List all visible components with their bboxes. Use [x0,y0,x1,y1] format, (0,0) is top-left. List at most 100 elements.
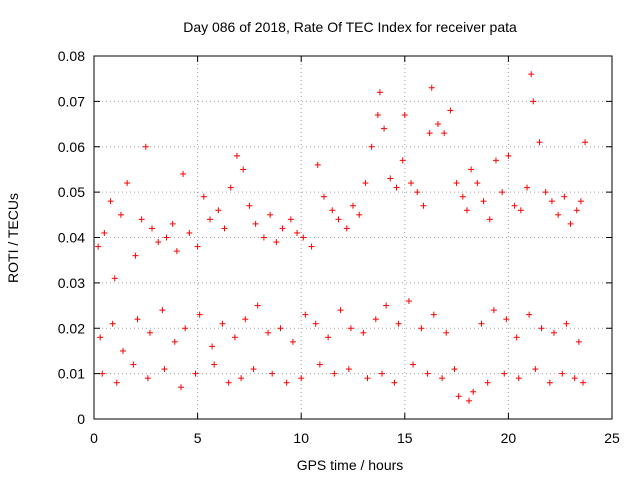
data-point [486,216,493,223]
data-point [219,320,226,327]
data-point [418,325,425,332]
data-point [399,157,406,164]
data-point [117,211,124,218]
data-point [132,252,139,259]
data-point [211,361,218,368]
data-point [238,375,245,382]
data-point [146,329,153,336]
data-point [374,111,381,118]
data-point [360,329,367,336]
data-point [387,175,394,182]
data-point [379,370,386,377]
data-point [196,311,203,318]
data-point [97,334,104,341]
data-point [503,316,510,323]
data-point [579,379,586,386]
data-point [463,207,470,214]
data-point [424,370,431,377]
data-point [113,379,120,386]
data-point [233,152,240,159]
data-point [492,157,499,164]
data-point [575,338,582,345]
data-point [536,139,543,146]
data-point [209,343,216,350]
data-point [459,193,466,200]
data-point [428,84,435,91]
x-axis-label: GPS time / hours [297,457,404,473]
data-point [144,375,151,382]
y-tick-label: 0.08 [58,48,85,64]
data-point [393,184,400,191]
data-point [395,320,402,327]
y-tick-label: 0.04 [58,230,85,246]
data-point [555,211,562,218]
data-point [582,139,589,146]
y-tick-label: 0.02 [58,320,85,336]
data-point [287,216,294,223]
data-point [155,239,162,246]
data-point [405,298,412,305]
data-point [347,325,354,332]
x-tick-label: 5 [194,430,202,446]
data-point [130,361,137,368]
data-point [265,329,272,336]
data-point [173,248,180,255]
x-tick-label: 25 [604,430,620,446]
data-point [401,111,408,118]
data-point [391,379,398,386]
data-point [571,375,578,382]
data-point [372,316,379,323]
data-point [410,361,417,368]
data-point [101,229,108,236]
data-point [356,211,363,218]
data-point [383,302,390,309]
data-point [524,184,531,191]
data-point [294,229,301,236]
data-point [532,366,539,373]
data-point [337,307,344,314]
data-point [273,239,280,246]
data-point [163,234,170,241]
data-point [530,98,537,105]
data-point [302,311,309,318]
chart-title: Day 086 of 2018, Rate Of TEC Index for r… [183,19,517,35]
y-tick-label: 0.01 [58,366,85,382]
data-point [414,189,421,196]
data-point [441,130,448,137]
data-point [513,334,520,341]
data-point [451,366,458,373]
data-point [207,216,214,223]
data-point [420,202,427,209]
data-point [434,121,441,128]
data-point [430,311,437,318]
data-point [474,180,481,187]
data-point [447,107,454,114]
data-points [95,71,589,404]
data-point [490,307,497,314]
data-point [252,220,259,227]
data-point [221,225,228,232]
data-point [511,202,518,209]
x-axis-ticks: 0 5 10 15 20 25 [90,56,620,446]
data-point [455,393,462,400]
data-point [484,379,491,386]
y-axis-label: ROTI / TECUs [5,193,21,283]
data-point [331,370,338,377]
data-point [316,361,323,368]
data-point [109,320,116,327]
data-point [345,366,352,373]
data-point [277,325,284,332]
data-point [254,302,261,309]
y-tick-label: 0.03 [58,275,85,291]
data-point [559,370,566,377]
data-point [279,225,286,232]
data-point [298,375,305,382]
data-point [200,193,207,200]
data-point [192,370,199,377]
data-point [134,316,141,323]
data-point [478,320,485,327]
data-point [325,334,332,341]
data-point [138,216,145,223]
